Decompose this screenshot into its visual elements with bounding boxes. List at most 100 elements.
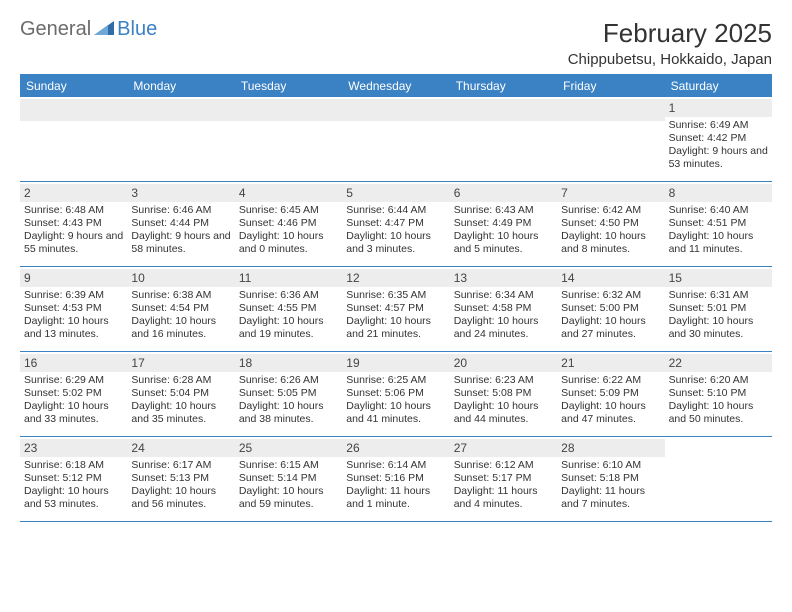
location-text: Chippubetsu, Hokkaido, Japan [568, 51, 772, 68]
sunrise-text: Sunrise: 6:18 AM [24, 459, 123, 472]
day-number: 16 [24, 356, 123, 370]
title-block: February 2025 Chippubetsu, Hokkaido, Jap… [568, 18, 772, 68]
day-number-bar: 19 [342, 354, 449, 372]
day-number-bar: 4 [235, 184, 342, 202]
day-number: 24 [131, 441, 230, 455]
day-number: 4 [239, 186, 338, 200]
sunrise-text: Sunrise: 6:17 AM [131, 459, 230, 472]
daylight-text: Daylight: 10 hours and 33 minutes. [24, 400, 123, 426]
sunrise-text: Sunrise: 6:25 AM [346, 374, 445, 387]
day-number-bar: 13 [450, 269, 557, 287]
sunset-text: Sunset: 5:16 PM [346, 472, 445, 485]
day-cell: 23Sunrise: 6:18 AMSunset: 5:12 PMDayligh… [20, 437, 127, 521]
sunrise-text: Sunrise: 6:44 AM [346, 204, 445, 217]
daylight-text: Daylight: 9 hours and 55 minutes. [24, 230, 123, 256]
sunset-text: Sunset: 5:00 PM [561, 302, 660, 315]
day-number: 7 [561, 186, 660, 200]
day-number-bar [450, 99, 557, 121]
sunrise-text: Sunrise: 6:29 AM [24, 374, 123, 387]
sunset-text: Sunset: 5:09 PM [561, 387, 660, 400]
day-number-bar: 14 [557, 269, 664, 287]
day-number-bar: 26 [342, 439, 449, 457]
sunset-text: Sunset: 5:18 PM [561, 472, 660, 485]
sunrise-text: Sunrise: 6:39 AM [24, 289, 123, 302]
sunrise-text: Sunrise: 6:35 AM [346, 289, 445, 302]
daylight-text: Daylight: 10 hours and 3 minutes. [346, 230, 445, 256]
sunrise-text: Sunrise: 6:28 AM [131, 374, 230, 387]
sunrise-text: Sunrise: 6:12 AM [454, 459, 553, 472]
dow-monday: Monday [127, 75, 234, 97]
day-cell [342, 97, 449, 181]
sunset-text: Sunset: 4:53 PM [24, 302, 123, 315]
day-number: 5 [346, 186, 445, 200]
daylight-text: Daylight: 10 hours and 16 minutes. [131, 315, 230, 341]
sunrise-text: Sunrise: 6:38 AM [131, 289, 230, 302]
daylight-text: Daylight: 10 hours and 50 minutes. [669, 400, 768, 426]
day-number-bar: 11 [235, 269, 342, 287]
dow-tuesday: Tuesday [235, 75, 342, 97]
sunrise-text: Sunrise: 6:26 AM [239, 374, 338, 387]
daylight-text: Daylight: 10 hours and 11 minutes. [669, 230, 768, 256]
dow-header-row: Sunday Monday Tuesday Wednesday Thursday… [20, 75, 772, 97]
day-cell: 16 Sunrise: 6:29 AMSunset: 5:02 PMDayligh… [20, 352, 127, 436]
sunrise-text: Sunrise: 6:43 AM [454, 204, 553, 217]
daylight-text: Daylight: 10 hours and 35 minutes. [131, 400, 230, 426]
day-number: 1 [669, 101, 768, 115]
day-cell: 8Sunrise: 6:40 AMSunset: 4:51 PMDaylight… [665, 182, 772, 266]
daylight-text: Daylight: 10 hours and 56 minutes. [131, 485, 230, 511]
sunrise-text: Sunrise: 6:45 AM [239, 204, 338, 217]
day-number-bar: 17 [127, 354, 234, 372]
day-number: 21 [561, 356, 660, 370]
sunrise-text: Sunrise: 6:10 AM [561, 459, 660, 472]
daylight-text: Daylight: 10 hours and 38 minutes. [239, 400, 338, 426]
sunset-text: Sunset: 5:12 PM [24, 472, 123, 485]
dow-friday: Friday [557, 75, 664, 97]
day-number-bar: 7 [557, 184, 664, 202]
sunset-text: Sunset: 5:02 PM [24, 387, 123, 400]
day-cell: 5Sunrise: 6:44 AMSunset: 4:47 PMDaylight… [342, 182, 449, 266]
sunrise-text: Sunrise: 6:32 AM [561, 289, 660, 302]
sunrise-text: Sunrise: 6:36 AM [239, 289, 338, 302]
daylight-text: Daylight: 9 hours and 58 minutes. [131, 230, 230, 256]
sunrise-text: Sunrise: 6:40 AM [669, 204, 768, 217]
day-cell: 12Sunrise: 6:35 AMSunset: 4:57 PMDayligh… [342, 267, 449, 351]
day-number-bar: 12 [342, 269, 449, 287]
day-cell [127, 97, 234, 181]
week-row: 1Sunrise: 6:49 AMSunset: 4:42 PMDaylight… [20, 97, 772, 182]
day-number-bar: 6 [450, 184, 557, 202]
sunset-text: Sunset: 4:50 PM [561, 217, 660, 230]
day-number-bar: 2 [20, 184, 127, 202]
sunset-text: Sunset: 5:10 PM [669, 387, 768, 400]
day-cell: 6Sunrise: 6:43 AMSunset: 4:49 PMDaylight… [450, 182, 557, 266]
sunset-text: Sunset: 4:58 PM [454, 302, 553, 315]
daylight-text: Daylight: 10 hours and 53 minutes. [24, 485, 123, 511]
daylight-text: Daylight: 10 hours and 30 minutes. [669, 315, 768, 341]
day-number: 27 [454, 441, 553, 455]
sunset-text: Sunset: 5:04 PM [131, 387, 230, 400]
day-number-bar [235, 99, 342, 121]
day-number-bar [20, 99, 127, 121]
sunset-text: Sunset: 5:06 PM [346, 387, 445, 400]
sunset-text: Sunset: 4:55 PM [239, 302, 338, 315]
day-cell: 11Sunrise: 6:36 AMSunset: 4:55 PMDayligh… [235, 267, 342, 351]
daylight-text: Daylight: 10 hours and 59 minutes. [239, 485, 338, 511]
weeks-container: 1Sunrise: 6:49 AMSunset: 4:42 PMDaylight… [20, 97, 772, 522]
day-number: 2 [24, 186, 123, 200]
daylight-text: Daylight: 11 hours and 1 minute. [346, 485, 445, 511]
daylight-text: Daylight: 10 hours and 44 minutes. [454, 400, 553, 426]
day-number: 6 [454, 186, 553, 200]
sunrise-text: Sunrise: 6:46 AM [131, 204, 230, 217]
month-title: February 2025 [568, 18, 772, 49]
day-cell: 20Sunrise: 6:23 AMSunset: 5:08 PMDayligh… [450, 352, 557, 436]
sunrise-text: Sunrise: 6:15 AM [239, 459, 338, 472]
day-number: 18 [239, 356, 338, 370]
dow-wednesday: Wednesday [342, 75, 449, 97]
daylight-text: Daylight: 10 hours and 21 minutes. [346, 315, 445, 341]
day-number: 10 [131, 271, 230, 285]
logo-triangle-icon [94, 18, 114, 41]
day-number: 26 [346, 441, 445, 455]
daylight-text: Daylight: 10 hours and 13 minutes. [24, 315, 123, 341]
day-cell [450, 97, 557, 181]
day-cell [20, 97, 127, 181]
sunset-text: Sunset: 4:46 PM [239, 217, 338, 230]
